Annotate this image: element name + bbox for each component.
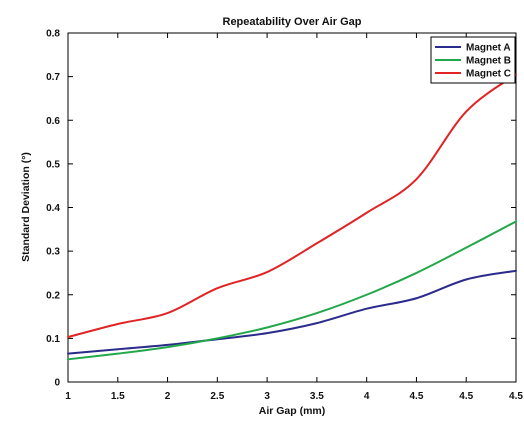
y-tick-label: 0 <box>54 378 60 389</box>
x-axis-label: Air Gap (mm) <box>259 405 326 417</box>
legend-label: Magnet C <box>466 69 511 80</box>
legend-label: Magnet A <box>466 43 511 54</box>
y-axis-label: Standard Deviation (°) <box>20 152 32 262</box>
x-tick-label: 3 <box>264 391 270 402</box>
series-line-magnet-c <box>67 73 517 339</box>
x-tick-label: 4.5 <box>409 391 423 402</box>
y-tick-label: 0.6 <box>46 116 60 127</box>
y-tick-label: 0.1 <box>46 334 60 345</box>
x-tick-label: 3.5 <box>310 391 324 402</box>
y-tick-label: 0.3 <box>46 247 60 258</box>
x-tick-label: 1.5 <box>111 391 125 402</box>
x-tick-label: 4.5 <box>459 391 473 402</box>
x-tick-label: 4 <box>364 391 370 402</box>
series-line-magnet-b <box>67 220 517 361</box>
axis-ticks: 0 0.1 0.2 0.3 0.4 0.5 0.6 0.7 0.8 1 1.5 2 2.5 3 3.5 4 4.… <box>46 29 523 403</box>
series-line-magnet-a <box>67 269 517 355</box>
series-layer <box>67 73 517 361</box>
y-tick-label: 0.2 <box>46 290 60 301</box>
x-tick-label: 1 <box>65 391 71 402</box>
x-tick-label: 2.5 <box>210 391 224 402</box>
legend-label: Magnet B <box>466 56 511 67</box>
y-tick-label: 0.4 <box>46 203 60 214</box>
y-tick-label: 0.5 <box>46 159 60 170</box>
x-tick-label: 4.5 <box>509 391 523 402</box>
legend: Magnet A Magnet B Magnet C <box>430 36 516 84</box>
y-tick-label: 0.7 <box>46 72 60 83</box>
y-tick-label: 0.8 <box>46 29 60 40</box>
chart-title: Repeatability Over Air Gap <box>223 16 362 28</box>
x-tick-label: 2 <box>165 391 171 402</box>
